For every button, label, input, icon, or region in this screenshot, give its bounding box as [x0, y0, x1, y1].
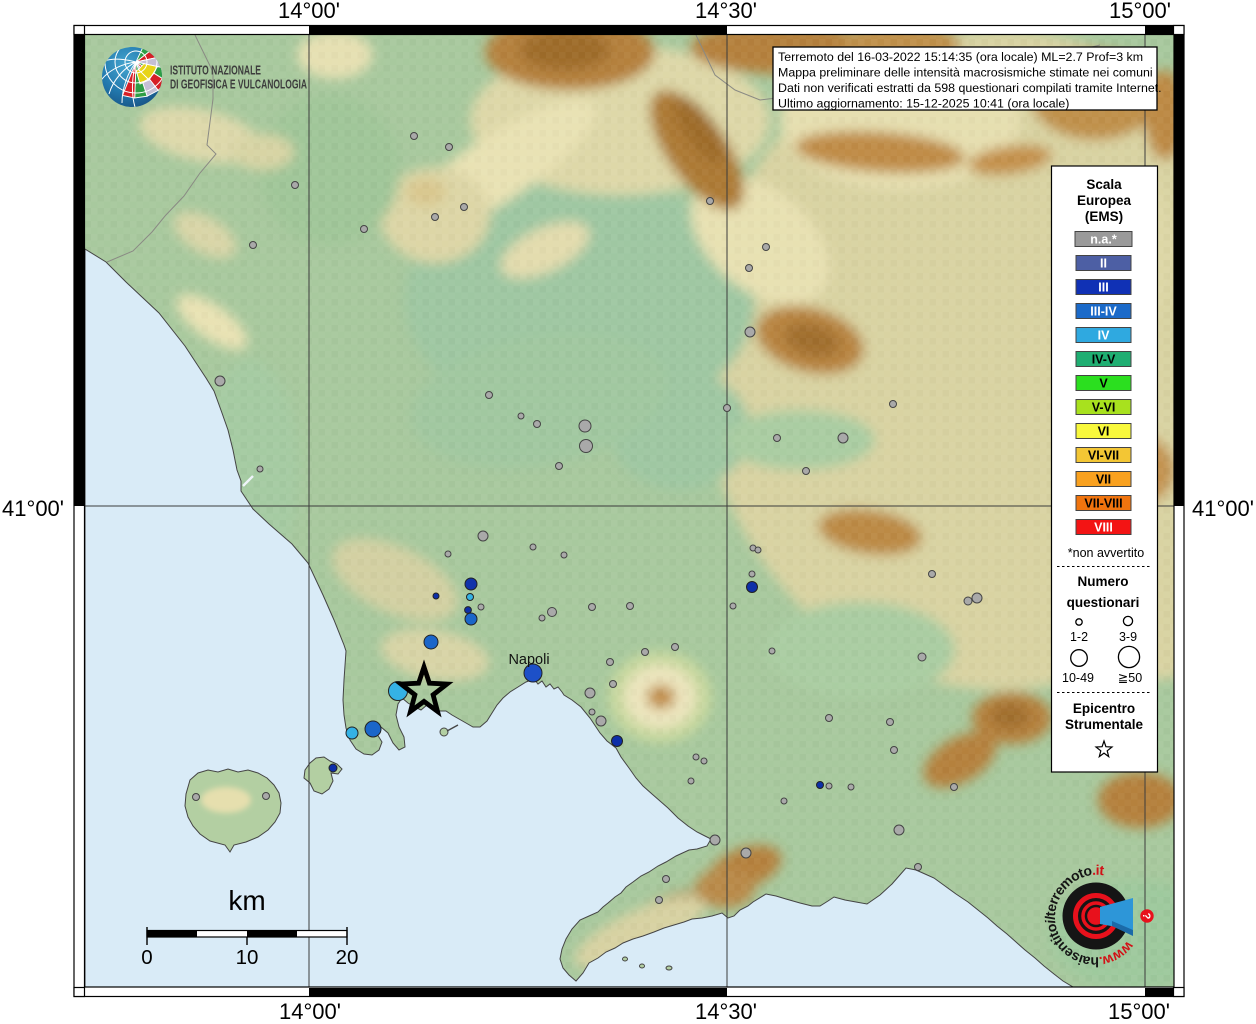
svg-text:Epicentro: Epicentro: [1073, 701, 1135, 716]
svg-text:III-IV: III-IV: [1090, 305, 1117, 319]
svg-text:≧50: ≧50: [1118, 671, 1142, 685]
svg-text:Strumentale: Strumentale: [1065, 717, 1144, 732]
svg-text:41°00': 41°00': [1192, 496, 1254, 521]
svg-text:VII-VIII: VII-VIII: [1084, 497, 1122, 511]
svg-text:14°00': 14°00': [278, 0, 340, 23]
svg-text:III: III: [1098, 281, 1108, 295]
svg-text:15°00': 15°00': [1109, 0, 1171, 23]
svg-text:Ultimo aggiornamento: 15-12-20: Ultimo aggiornamento: 15-12-2025 10:41 (…: [778, 97, 1069, 111]
svg-text:ISTITUTO NAZIONALE: ISTITUTO NAZIONALE: [170, 64, 261, 78]
svg-text:km: km: [228, 885, 265, 916]
svg-text:10-49: 10-49: [1062, 671, 1094, 685]
svg-text:n.a.*: n.a.*: [1090, 233, 1117, 247]
svg-text:Scala: Scala: [1086, 177, 1122, 192]
svg-text:1-2: 1-2: [1070, 630, 1088, 644]
svg-text:*non avvertito: *non avvertito: [1068, 546, 1144, 560]
svg-text:II: II: [1100, 257, 1107, 271]
svg-text:14°30': 14°30': [695, 0, 757, 23]
svg-text:VI: VI: [1098, 425, 1110, 439]
svg-text:questionari: questionari: [1067, 595, 1140, 610]
svg-text:?: ?: [1140, 913, 1152, 920]
svg-text:DI GEOFISICA E VULCANOLOGIA: DI GEOFISICA E VULCANOLOGIA: [170, 78, 307, 92]
svg-text:Dati non verificati estratti d: Dati non verificati estratti da 598 ques…: [778, 81, 1162, 95]
svg-text:Europea: Europea: [1077, 193, 1132, 208]
svg-text:VI-VII: VI-VII: [1088, 449, 1119, 463]
svg-text:14°30': 14°30': [695, 999, 757, 1024]
svg-text:14°00': 14°00': [279, 999, 341, 1024]
svg-text:VII: VII: [1096, 473, 1111, 487]
svg-text:V-VI: V-VI: [1092, 401, 1116, 415]
svg-text:V: V: [1099, 377, 1108, 391]
svg-text:VIII: VIII: [1094, 521, 1113, 535]
svg-text:15°00': 15°00': [1108, 999, 1170, 1024]
svg-text:10: 10: [236, 946, 259, 969]
svg-text:41°00': 41°00': [2, 496, 64, 521]
svg-text:IV-V: IV-V: [1092, 353, 1116, 367]
svg-text:3-9: 3-9: [1119, 630, 1137, 644]
svg-text:20: 20: [336, 946, 359, 969]
svg-text:IV: IV: [1098, 329, 1110, 343]
svg-text:0: 0: [141, 946, 152, 969]
svg-text:Napoli: Napoli: [508, 652, 549, 668]
svg-text:Terremoto del 16-03-2022 15:14: Terremoto del 16-03-2022 15:14:35 (ora l…: [778, 50, 1143, 64]
svg-text:Mappa preliminare delle intens: Mappa preliminare delle intensità macros…: [778, 66, 1153, 80]
svg-text:Numero: Numero: [1077, 574, 1128, 589]
svg-text:(EMS): (EMS): [1085, 209, 1123, 224]
